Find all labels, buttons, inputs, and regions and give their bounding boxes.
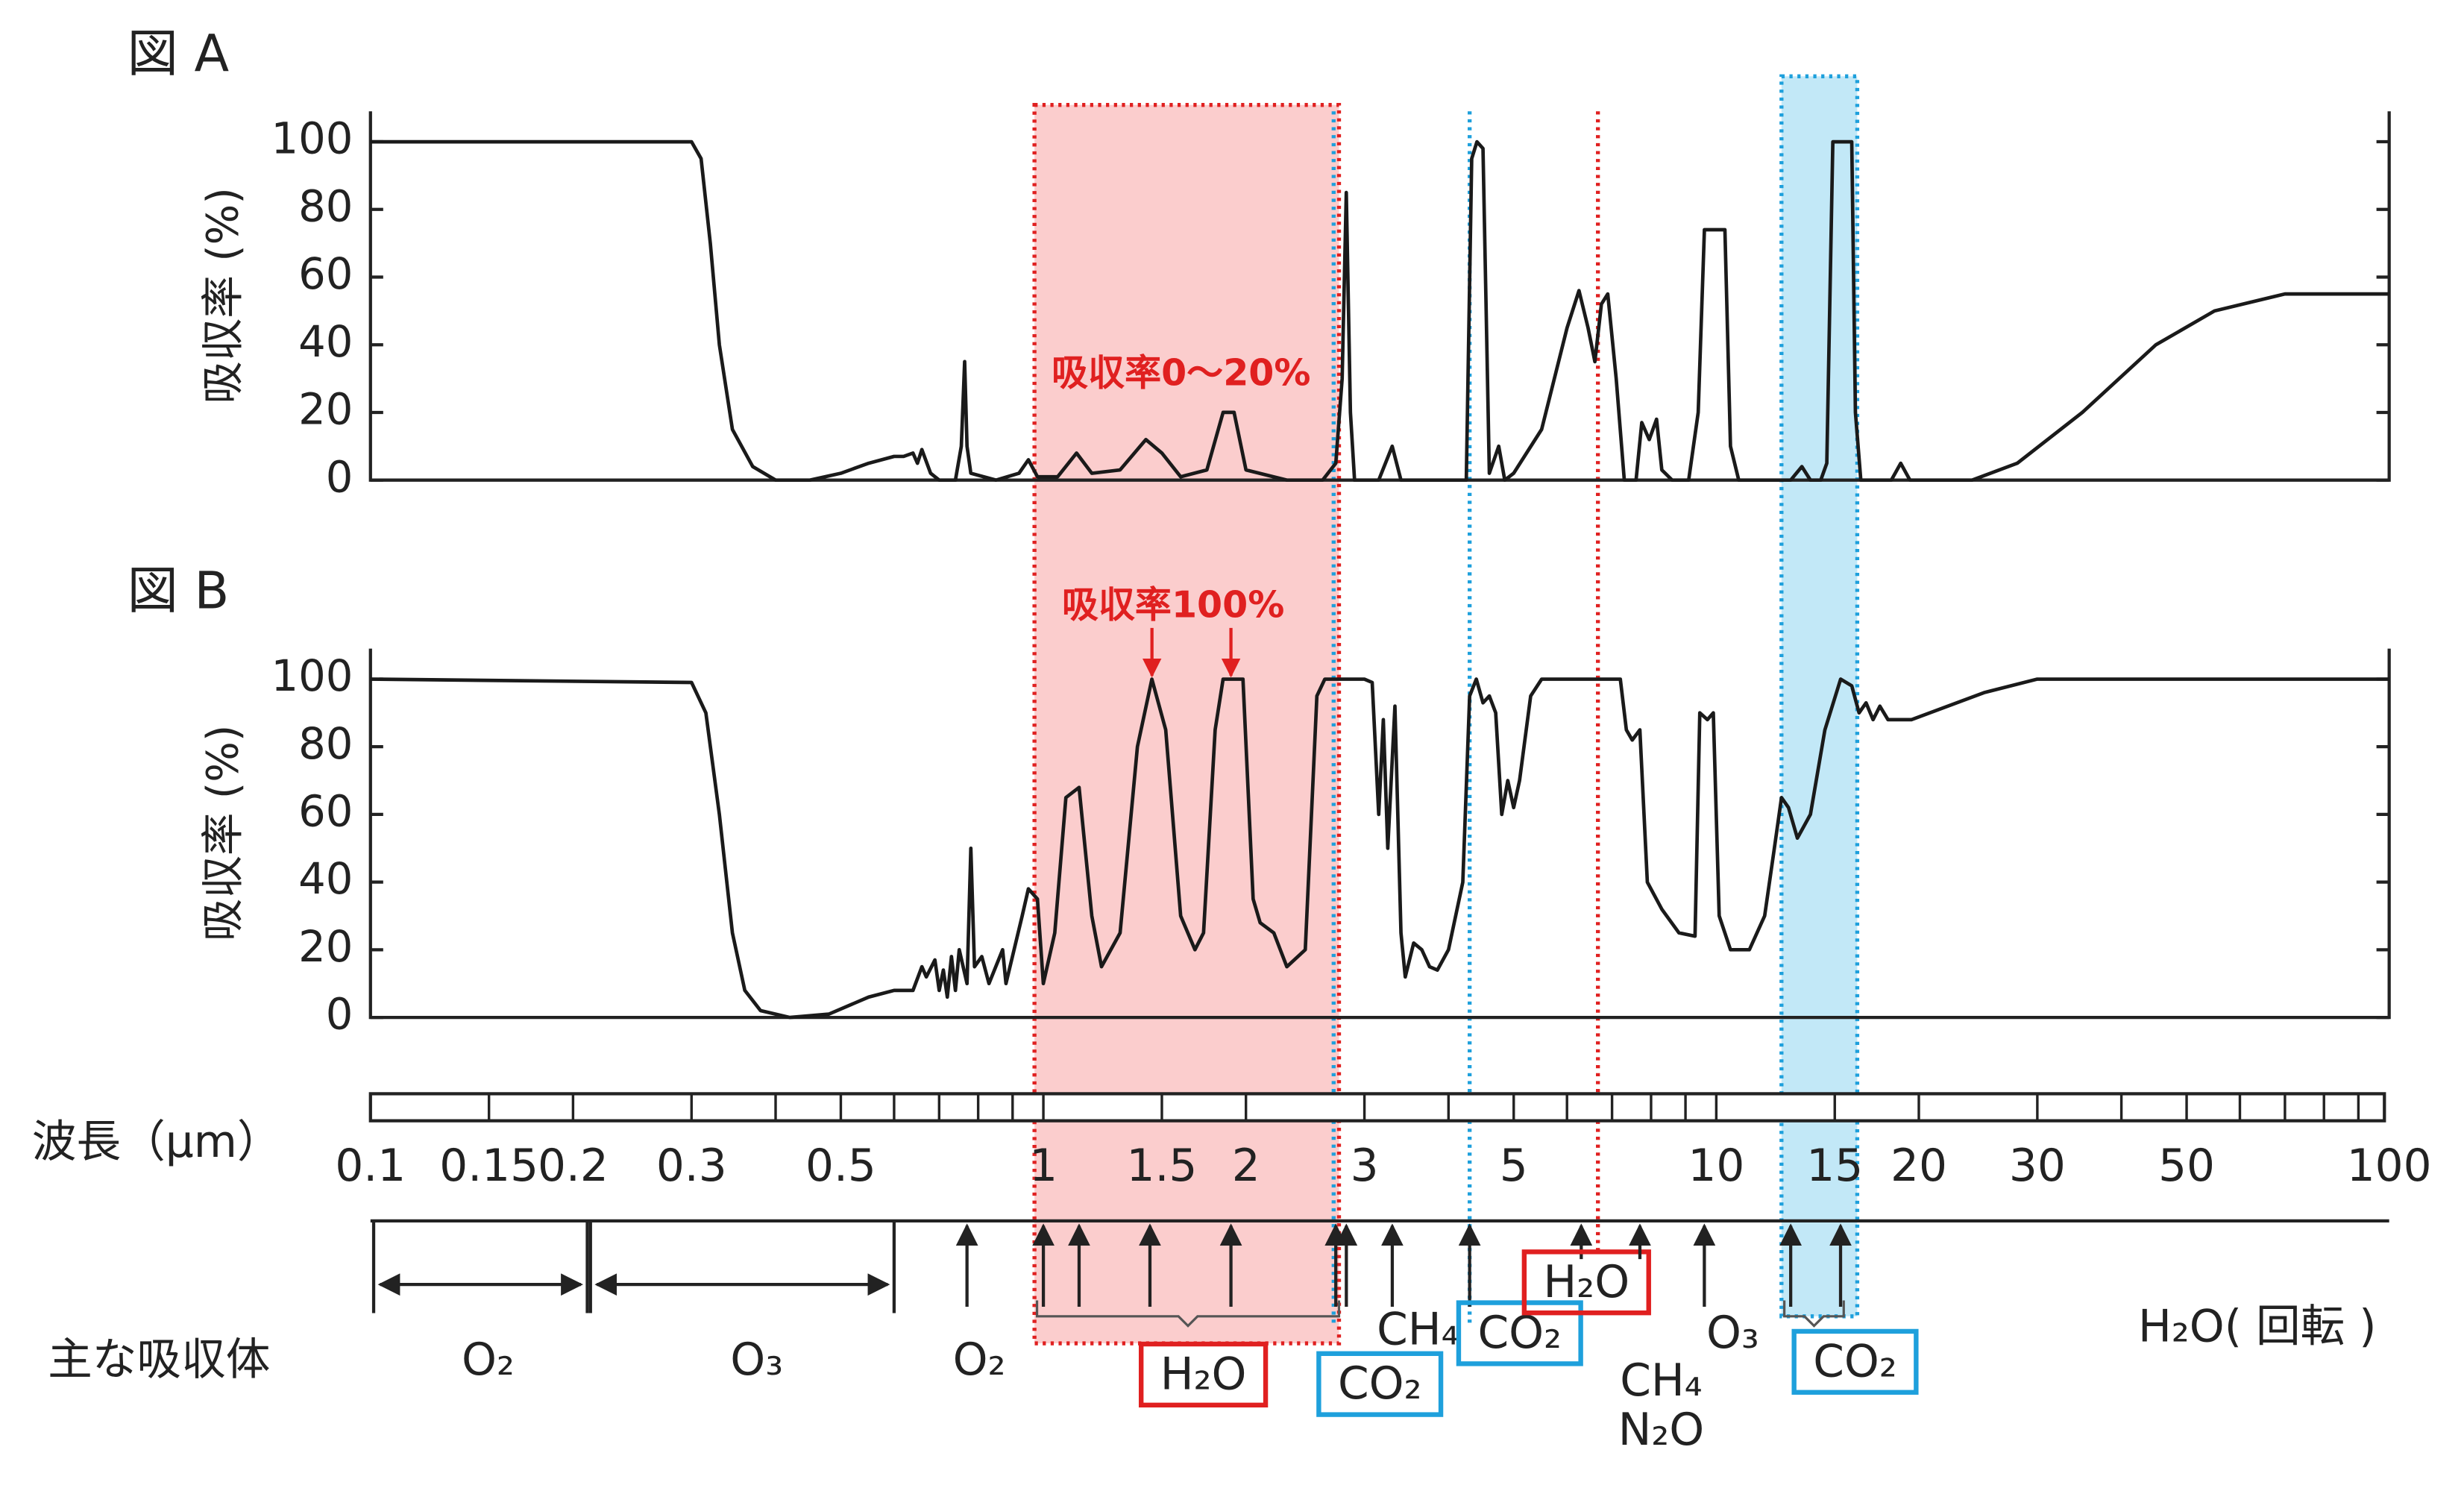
y-tick-label: 80: [298, 719, 353, 769]
x-tick-label: 3: [1351, 1140, 1379, 1192]
y-tick-label: 0: [326, 452, 353, 502]
y-tick-label: 40: [298, 854, 353, 904]
x-tick-label: 20: [1891, 1140, 1947, 1192]
axis-frame: [368, 648, 2391, 1020]
x-tick-label: 15: [1806, 1140, 1863, 1192]
x-tick-label: 50: [2158, 1140, 2215, 1192]
y-tick-label: 20: [298, 385, 353, 435]
x-tick-label: 5: [1500, 1140, 1528, 1192]
wavelength-bar: [368, 1092, 2386, 1123]
absorber-label: N₂O: [1618, 1404, 1705, 1456]
chart-title: 図 A: [128, 25, 230, 84]
label-box: [1521, 1249, 1651, 1316]
y-axis-label: 吸収率 (%): [198, 187, 248, 404]
absorber-label: CO₂: [1338, 1358, 1422, 1410]
absorber-label: O₂: [953, 1334, 1006, 1386]
y-tick-label: 100: [271, 114, 353, 164]
y-tick-label: 80: [298, 181, 353, 231]
absorber-label: H₂O( 回転 ): [2138, 1301, 2377, 1352]
absorber-label: CH₄: [1377, 1305, 1459, 1356]
y-tick-label: 20: [298, 922, 353, 972]
x-tick-label: 0.2: [538, 1140, 609, 1192]
y-tick-label: 60: [298, 249, 353, 299]
y-tick-label: 40: [298, 317, 353, 367]
x-tick-label: 0.15: [439, 1140, 538, 1192]
x-tick-label: 0.3: [656, 1140, 727, 1192]
absorber-label: H₂O: [1160, 1349, 1247, 1400]
label-box: [1456, 1300, 1583, 1366]
highlight-region: [1779, 74, 1860, 1319]
absorption-curve: [370, 677, 2389, 1020]
highlight-region: [1032, 103, 1342, 1346]
y-tick-label: 100: [271, 651, 353, 701]
bracket: [1783, 1300, 1845, 1328]
x-tick-label: 0.5: [805, 1140, 876, 1192]
y-tick-label: 60: [298, 787, 353, 837]
absorber-label: H₂O: [1543, 1257, 1629, 1308]
label-box: [1791, 1328, 1919, 1395]
absorber-label: CH₄: [1620, 1355, 1702, 1407]
y-tick-label: 0: [326, 990, 353, 1040]
absorption-curve: [370, 139, 2389, 483]
x-tick-label: 100: [2347, 1140, 2432, 1192]
x-axis-label: 波長（μm）: [32, 1117, 282, 1168]
x-tick-label: 2: [1232, 1140, 1260, 1192]
label-box: [1138, 1341, 1269, 1408]
absorber-label: O₃: [1706, 1308, 1759, 1359]
x-tick-label: 1: [1029, 1140, 1057, 1192]
absorber-title: 主な吸収体: [48, 1334, 270, 1386]
x-tick-label: 10: [1688, 1140, 1744, 1192]
y-axis-label: 吸収率 (%): [198, 725, 248, 941]
x-tick-label: 1.5: [1127, 1140, 1198, 1192]
x-tick-label: 0.1: [335, 1140, 406, 1192]
axis-frame: [368, 111, 2391, 482]
absorber-label: O₂: [462, 1334, 515, 1386]
label-box: [1316, 1351, 1444, 1417]
absorber-label: O₃: [730, 1334, 783, 1386]
annotation: 吸収率100%: [1062, 583, 1284, 627]
absorber-label: CO₂: [1813, 1336, 1897, 1387]
chart-title: 図 B: [128, 562, 230, 621]
bracket: [1035, 1300, 1341, 1328]
absorber-label: CO₂: [1478, 1308, 1562, 1359]
annotation: 吸収率0～20%: [1052, 351, 1311, 395]
x-tick-label: 30: [2009, 1140, 2066, 1192]
